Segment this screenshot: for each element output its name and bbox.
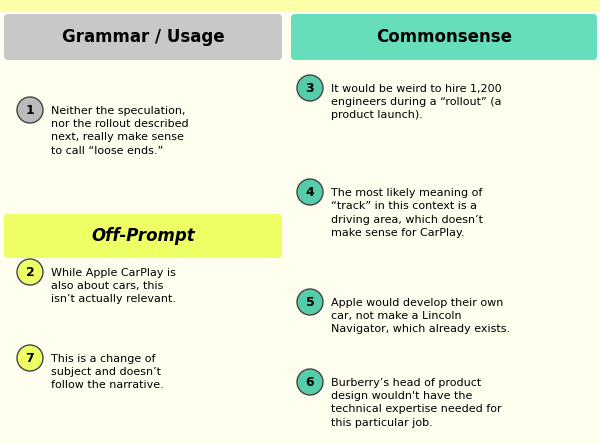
Text: Burberry’s head of product
design wouldn't have the
technical expertise needed f: Burberry’s head of product design wouldn… [331,378,502,428]
Circle shape [297,179,323,205]
Text: 5: 5 [305,296,314,309]
Text: Commonsense: Commonsense [376,28,512,46]
Text: 4: 4 [305,186,314,198]
Circle shape [297,369,323,395]
Text: Neither the speculation,
nor the rollout described
next, really make sense
to ca: Neither the speculation, nor the rollout… [51,106,188,156]
Text: It would be weird to hire 1,200
engineers during a “rollout” (a
product launch).: It would be weird to hire 1,200 engineer… [331,84,502,120]
Text: Apple would develop their own
car, not make a Lincoln
Navigator, which already e: Apple would develop their own car, not m… [331,298,510,334]
FancyBboxPatch shape [291,14,597,60]
Text: 2: 2 [26,266,34,278]
Text: Grammar / Usage: Grammar / Usage [62,28,224,46]
FancyBboxPatch shape [4,214,282,258]
Text: 6: 6 [305,376,314,388]
Bar [0,0,600,12]
FancyBboxPatch shape [4,14,282,60]
Text: While Apple CarPlay is
also about cars, this
isn’t actually relevant.: While Apple CarPlay is also about cars, … [51,268,176,305]
Circle shape [297,75,323,101]
Text: 1: 1 [26,103,34,116]
Text: 7: 7 [26,352,34,365]
Circle shape [297,289,323,315]
Text: 3: 3 [305,82,314,95]
Circle shape [17,97,43,123]
Circle shape [17,259,43,285]
Circle shape [17,345,43,371]
Text: Off-Prompt: Off-Prompt [91,227,195,245]
Text: The most likely meaning of
“track” in this context is a
driving area, which does: The most likely meaning of “track” in th… [331,188,483,238]
Text: This is a change of
subject and doesn’t
follow the narrative.: This is a change of subject and doesn’t … [51,354,164,391]
